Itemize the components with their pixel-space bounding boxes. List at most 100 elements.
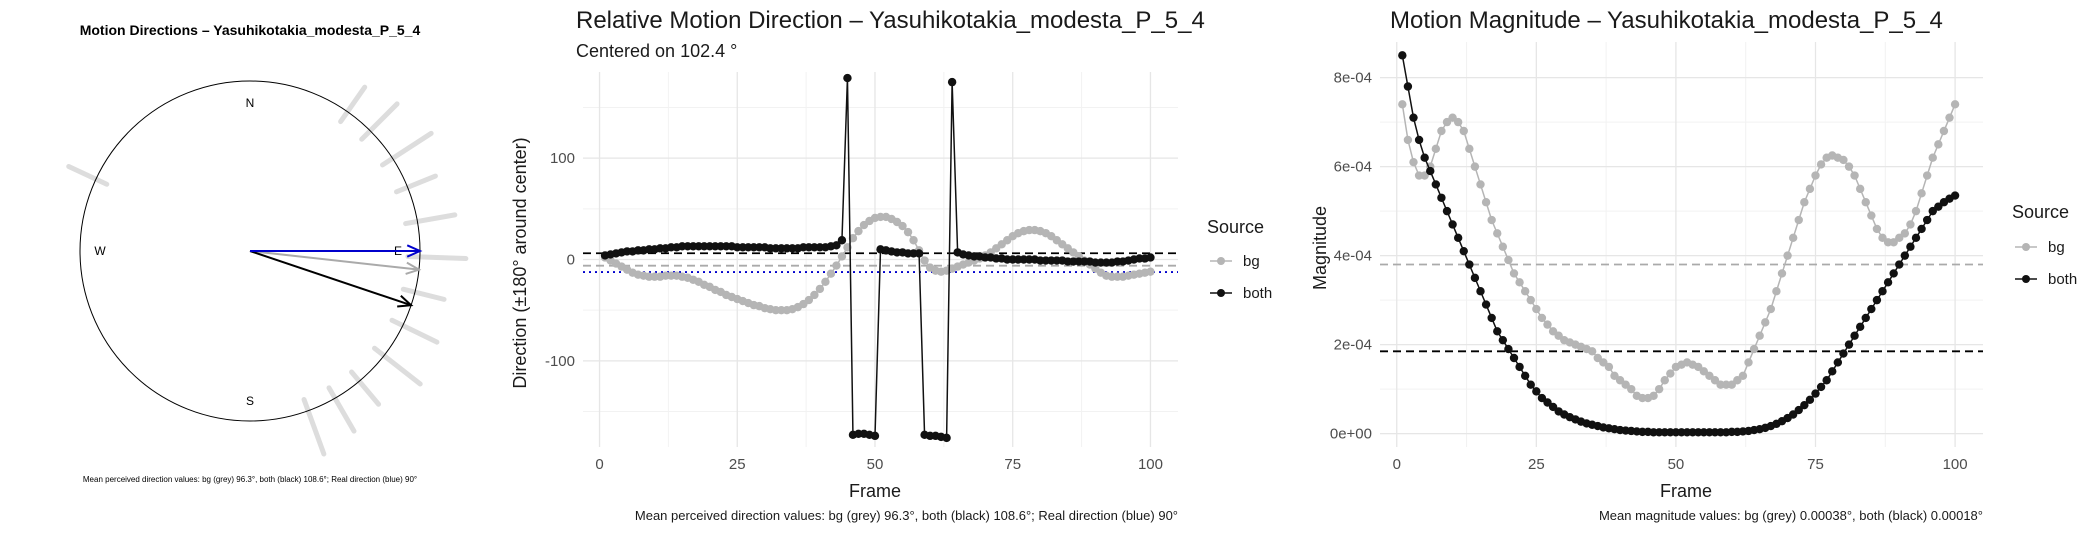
magnitude-reference-lines bbox=[1380, 263, 1983, 353]
data-point-both bbox=[1922, 215, 1932, 225]
magnitude-title: Motion Magnitude – Yasuhikotakia_modesta… bbox=[1390, 7, 1943, 34]
data-point-bg bbox=[1437, 126, 1446, 136]
data-point-bg bbox=[1710, 376, 1720, 385]
data-point-bg bbox=[1604, 362, 1614, 372]
data-point-bg bbox=[1504, 255, 1513, 265]
data-point-bg bbox=[1532, 304, 1541, 314]
polar-spoke bbox=[403, 212, 458, 227]
magnitude-legend-point-both bbox=[2022, 275, 2030, 283]
data-point-both bbox=[1794, 405, 1803, 415]
polar-arrows bbox=[249, 244, 423, 308]
data-point-both bbox=[942, 433, 951, 443]
data-point-bg bbox=[804, 295, 814, 305]
direction-series bbox=[600, 73, 1155, 443]
data-point-both bbox=[1532, 387, 1541, 396]
polar-spoke bbox=[393, 173, 438, 195]
data-point-both bbox=[1800, 400, 1809, 410]
data-point-both bbox=[1839, 349, 1848, 358]
data-point-bg bbox=[837, 252, 847, 261]
data-point-both bbox=[1889, 269, 1898, 278]
data-point-both bbox=[1788, 410, 1798, 419]
magnitude-legend-title: Source bbox=[2012, 202, 2069, 222]
x-tick-label: 50 bbox=[867, 456, 884, 473]
data-point-bg bbox=[815, 284, 825, 294]
data-point-bg bbox=[1816, 160, 1826, 169]
data-point-bg bbox=[1453, 117, 1463, 127]
polar-caption: Mean perceived direction values: bg (gre… bbox=[83, 475, 417, 484]
data-point-bg bbox=[1945, 113, 1954, 122]
data-point-bg bbox=[1493, 229, 1502, 238]
polar-panel: Motion Directions – Yasuhikotakia_modest… bbox=[66, 22, 469, 484]
data-point-bg bbox=[1850, 171, 1859, 180]
data-point-bg bbox=[1610, 371, 1619, 380]
data-point-bg bbox=[1481, 198, 1491, 207]
data-point-bg bbox=[1694, 362, 1703, 372]
data-point-both bbox=[1548, 402, 1558, 412]
x-tick-label: 25 bbox=[729, 456, 746, 473]
data-point-bg bbox=[1420, 171, 1429, 180]
polar-arrow-bg bbox=[249, 250, 420, 271]
data-point-both bbox=[1470, 273, 1480, 283]
x-tick-label: 75 bbox=[1807, 456, 1824, 473]
data-point-bg bbox=[832, 261, 841, 270]
data-point-bg bbox=[1470, 162, 1480, 171]
series-line-both bbox=[1401, 55, 1956, 434]
data-point-bg bbox=[1537, 313, 1547, 323]
y-tick-label: 0e+00 bbox=[1330, 426, 1372, 443]
data-point-bg bbox=[1448, 113, 1457, 122]
data-point-bg bbox=[909, 236, 918, 245]
data-point-both bbox=[1822, 376, 1831, 385]
data-point-bg bbox=[1872, 224, 1882, 234]
data-point-both bbox=[1504, 344, 1513, 354]
data-point-bg bbox=[810, 290, 819, 300]
polar-spoke bbox=[359, 101, 400, 142]
data-point-bg bbox=[1911, 206, 1921, 216]
magnitude-legend: Source bg both bbox=[2012, 202, 2077, 288]
data-point-both bbox=[870, 431, 880, 441]
data-point-both bbox=[1811, 389, 1820, 398]
polar-spoke bbox=[389, 317, 440, 345]
x-tick-label: 0 bbox=[1393, 456, 1401, 473]
data-point-bg bbox=[1587, 347, 1597, 356]
polar-spokes bbox=[66, 84, 469, 457]
data-point-bg bbox=[1615, 376, 1625, 385]
data-point-both bbox=[843, 73, 852, 83]
data-point-both bbox=[1950, 191, 1960, 200]
direction-legend-title: Source bbox=[1207, 217, 1264, 237]
data-point-bg bbox=[1487, 215, 1496, 225]
direction-xlabel: Frame bbox=[849, 481, 901, 501]
polar-arrowhead-both bbox=[397, 294, 414, 308]
data-point-both bbox=[1900, 251, 1910, 260]
x-tick-label: 50 bbox=[1668, 456, 1685, 473]
data-point-both bbox=[1146, 253, 1155, 262]
data-point-bg bbox=[1811, 171, 1820, 180]
data-point-bg bbox=[1699, 367, 1709, 376]
data-point-bg bbox=[1794, 215, 1803, 225]
data-point-bg bbox=[1922, 171, 1932, 180]
data-point-bg bbox=[1766, 304, 1776, 314]
data-point-both bbox=[1487, 313, 1496, 323]
polar-spoke bbox=[326, 385, 357, 434]
polar-spoke bbox=[380, 130, 434, 168]
data-point-both bbox=[1459, 246, 1468, 256]
data-point-both bbox=[1426, 166, 1435, 176]
data-point-bg bbox=[1409, 157, 1418, 167]
data-point-bg bbox=[1498, 242, 1508, 251]
polar-arrow-both bbox=[249, 250, 412, 307]
data-point-bg bbox=[1939, 126, 1949, 136]
polar-spoke bbox=[301, 396, 327, 457]
data-point-bg bbox=[1442, 117, 1452, 127]
data-point-bg bbox=[821, 277, 830, 286]
data-point-bg bbox=[1548, 327, 1558, 336]
data-point-bg bbox=[1900, 229, 1910, 238]
y-tick-label: 100 bbox=[550, 150, 575, 167]
magnitude-panel: Motion Magnitude – Yasuhikotakia_modesta… bbox=[1310, 7, 2077, 523]
data-point-bg bbox=[1705, 371, 1714, 380]
data-point-both bbox=[914, 249, 924, 258]
data-point-bg bbox=[1906, 220, 1915, 229]
data-point-both bbox=[1420, 153, 1429, 162]
magnitude-ylabel: Magnitude bbox=[1310, 206, 1330, 290]
compass-n: N bbox=[246, 96, 255, 110]
data-point-both bbox=[1844, 340, 1854, 349]
